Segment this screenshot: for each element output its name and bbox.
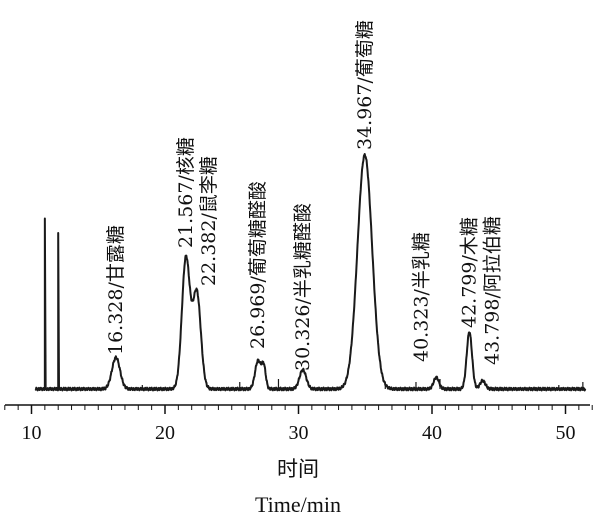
peak-label: 16.328/甘露糖: [105, 225, 127, 355]
peak-label: 22.382/鼠李糖: [198, 156, 220, 286]
x-tick-label: 50: [556, 422, 576, 444]
x-axis-title-en: Time/min: [255, 492, 341, 517]
peak-label: 26.969/葡萄糖醛酸: [247, 181, 269, 349]
peak-label: 43.798/阿拉伯糖: [482, 216, 504, 365]
peak-label: 42.799/木糖: [458, 217, 480, 328]
x-axis-title-cn: 时间: [277, 457, 319, 481]
peak-label: 21.567/核糖: [175, 137, 197, 248]
peak-labels: 16.328/甘露糖 21.567/核糖 22.382/鼠李糖 26.969/葡萄糖醛…: [105, 20, 504, 371]
peak-label: 34.967/葡萄糖: [354, 20, 376, 150]
peak-label: 30.326/半乳糖醛酸: [292, 203, 314, 371]
x-axis: 10 20 30 40 50: [4, 404, 593, 444]
x-tick-label: 20: [155, 422, 175, 444]
x-tick-label: 40: [422, 422, 442, 444]
x-tick-label: 30: [289, 422, 309, 444]
chromatogram-trace: [34, 153, 587, 392]
peak-label: 40.323/半乳糖: [410, 232, 432, 362]
plot-area: [34, 153, 587, 392]
x-tick-label: 10: [22, 422, 42, 444]
